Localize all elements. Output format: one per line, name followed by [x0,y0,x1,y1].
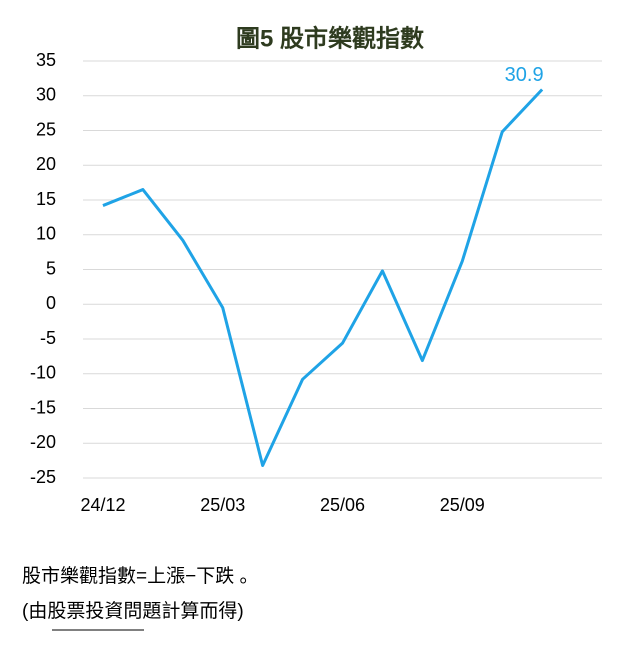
chart-title: 圖5 股市樂觀指數 [236,24,424,52]
x-tick-label: 24/12 [80,495,125,515]
y-tick-label: 0 [46,293,56,313]
y-tick-label: 15 [36,189,56,209]
x-tick-label: 25/03 [200,495,245,515]
y-tick-label: -15 [30,397,56,417]
y-tick-label: 5 [46,258,56,278]
y-tick-label: -20 [30,432,56,452]
y-tick-label: -25 [30,467,56,487]
y-tick-label: 20 [36,154,56,174]
x-tick-label: 25/09 [440,495,485,515]
x-tick-label: 25/06 [320,495,365,515]
y-tick-label: 35 [36,50,56,70]
note: 股市樂觀指數=上漲−下跌 。 [22,565,258,587]
y-tick-label: -10 [30,363,56,383]
data-label: 30.9 [505,64,544,86]
y-tick-label: 30 [36,85,56,105]
y-tick-label: 10 [36,224,56,244]
note: (由股票投資問題計算而得) [22,600,244,622]
line [102,88,544,467]
y-tick-label: 25 [36,119,56,139]
y-tick-label: -5 [40,328,56,348]
